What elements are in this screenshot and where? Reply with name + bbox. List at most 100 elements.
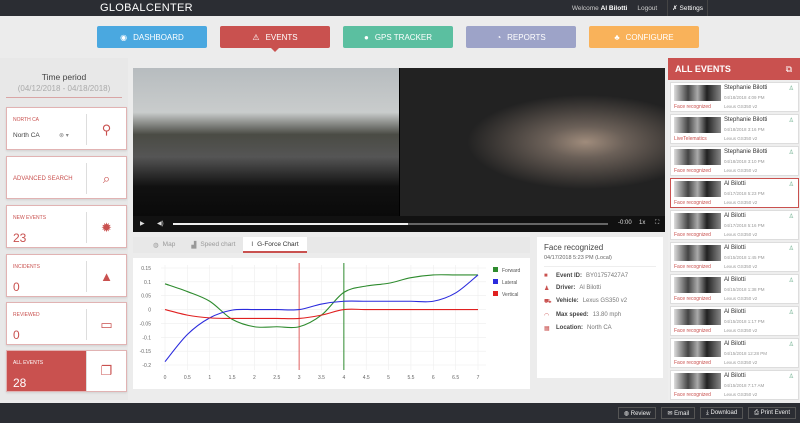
event-list-item[interactable]: Face recognized Al Bilotti 04/15/2018 1:… [670,306,799,336]
video-player[interactable]: ▶ ◀) -0:00 1x ⛶ [133,68,665,232]
location-icon[interactable]: ⚲ [86,114,126,145]
event-type: Face recognized [674,296,711,302]
nav-gps-tracker[interactable]: ● GPS TRACKER [343,26,453,48]
configure-icon: ♣ [614,32,620,42]
expand-icon[interactable]: ⧉ [785,64,792,74]
download-button[interactable]: ⤓ Download [700,407,744,419]
series-line-lateral [164,274,479,363]
nav-configure[interactable]: ♣ CONFIGURE [589,26,699,48]
logout-link[interactable]: Logout [637,4,658,12]
event-id: ■ Event ID: BY01757427A7 [544,273,629,279]
event-list-item[interactable]: Face recognized Al Bilotti 04/17/2018 5:… [670,210,799,240]
driver-status-icon: ♙ [788,342,794,348]
event-driver: Al Bilotti [724,373,746,379]
event-type: Face recognized [674,328,711,334]
event-thumbnail [674,309,721,325]
top-right-menu: Welcome Al Bilotti Logout ✗ Settings [572,0,708,16]
event-type: Face recognized [674,264,711,270]
print-button[interactable]: ⎙ Print Event [748,407,796,419]
driver-status-icon: ♙ [788,278,794,284]
new-events-card[interactable]: NEW EVENTS 23 ✹ [6,205,127,248]
settings-button[interactable]: ✗ Settings [667,0,708,16]
time-period[interactable]: Time period (04/12/2018 - 04/18/2018) [6,58,122,98]
dashboard-icon: ◉ [120,32,128,42]
volume-icon[interactable]: ◀) [157,221,164,227]
folder-icon: ■ [544,273,548,279]
alert-icon: ✹ [86,212,126,243]
logo: GLOBALCENTER [100,2,193,14]
x-tick-label: 5.5 [407,375,414,381]
event-thumbnail [674,85,721,101]
event-vehicle: Lexus GS350 v2 [724,168,758,173]
x-tick-label: 2.5 [273,375,280,381]
legend-label: Forward [502,268,521,274]
reviewed-card[interactable]: REVIEWED 0 ▭ [6,302,127,345]
x-tick-label: 0.5 [184,375,191,381]
event-list-item[interactable]: Face recognized Stephanie Bilotti 04/18/… [670,82,799,112]
event-driver: Stephanie Bilotti [724,149,768,155]
event-date: 04/15/2018 1:17 PM [724,319,765,324]
footer: ◍ Review ✉ Email ⤓ Download ⎙ Print Even… [0,403,800,423]
tab-speed-chart[interactable]: ▟ Speed chart [191,241,236,249]
event-list-item[interactable]: Face recognized Al Bilotti 04/15/2018 12… [670,338,799,368]
event-type: Face recognized [674,360,711,366]
clear-icon[interactable]: ⊗ ▾ [59,133,69,139]
event-list[interactable]: Face recognized Stephanie Bilotti 04/18/… [668,82,800,400]
nav-dashboard[interactable]: ◉ DASHBOARD [97,26,207,48]
folders-icon: ❐ [86,351,126,391]
x-tick-label: 5 [387,375,390,381]
event-vehicle: Lexus GS350 v2 [724,264,758,269]
y-tick-label: -0.2 [142,363,151,369]
event-date: 04/18/2018 4:09 PM [724,95,765,100]
advanced-search[interactable]: ADVANCED SEARCH ⌕ [6,156,127,199]
email-button[interactable]: ✉ Email [661,407,696,419]
event-list-item[interactable]: Face recognized Al Bilotti 04/15/2018 1:… [670,274,799,304]
tab-map[interactable]: ◍ Map [153,241,176,249]
nav-reports[interactable]: ◔ REPORTS [466,26,576,48]
progress-bar[interactable] [173,223,608,225]
y-tick-label: -0.1 [142,335,151,341]
all-events-card[interactable]: ALL EVENTS 28 ❐ [6,350,127,392]
event-thumbnail [674,341,721,357]
event-list-item[interactable]: Face recognized Al Bilotti 04/15/2018 1:… [670,242,799,272]
play-icon[interactable]: ▶ [140,221,145,227]
event-datetime: 04/17/2018 5:23 PM (Local) [544,255,656,267]
event-vehicle: Lexus GS350 v2 [724,328,758,333]
legend-swatch-lateral [493,279,498,284]
incidents-card[interactable]: INCIDENTS 0 ▲ [6,254,127,297]
video-controls: ▶ ◀) -0:00 1x ⛶ [133,216,665,232]
x-tick-label: 7 [477,375,480,381]
series-line-vertical [164,308,478,320]
event-driver: Stephanie Bilotti [724,85,768,91]
nav-events[interactable]: ⚠ EVENTS [220,26,330,52]
legend-label: Lateral [502,280,517,286]
pin-icon: ● [363,32,369,42]
fullscreen-icon[interactable]: ⛶ [655,220,660,226]
search-icon[interactable]: ⌕ [86,163,126,194]
event-driver: Stephanie Bilotti [724,117,768,123]
review-button[interactable]: ◍ Review [617,407,657,419]
event-list-item[interactable]: Face recognized Stephanie Bilotti 04/18/… [670,146,799,176]
monitor-icon: ▭ [86,309,126,340]
event-vehicle: Lexus GS350 v2 [724,200,758,205]
event-type: Face recognized [674,104,711,110]
event-thumbnail [674,117,721,133]
event-date: 04/15/2018 12:28 PM [724,351,768,356]
driver-status-icon: ♙ [788,214,794,220]
user-icon: ♟ [544,286,550,292]
event-date: 04/15/2018 7:17 AM [724,383,765,388]
event-vehicle: Lexus GS350 v2 [724,104,758,109]
bar-chart-icon: ▟ [191,242,197,249]
event-list-item[interactable]: Face recognized Al Bilotti 04/15/2018 7:… [670,370,799,400]
car-icon: ⛟ [544,299,552,305]
event-list-item[interactable]: Face recognized Al Bilotti 04/17/2018 5:… [670,178,799,208]
pie-icon: ◔ [496,32,502,42]
event-list-item[interactable]: LiveTelematics Stephanie Bilotti 04/18/2… [670,114,799,144]
thermometer-icon: ǀ [251,241,254,248]
event-type: Face recognized [674,168,711,174]
driver-status-icon: ♙ [788,374,794,380]
event-vehicle: Lexus GS350 v2 [724,360,758,365]
playback-speed[interactable]: 1x [639,220,646,226]
region-filter[interactable]: NORTH CA North CA ⊗ ▾ ⚲ [6,107,127,150]
tab-g-force-chart[interactable]: ǀ G-Force Chart [243,237,307,253]
